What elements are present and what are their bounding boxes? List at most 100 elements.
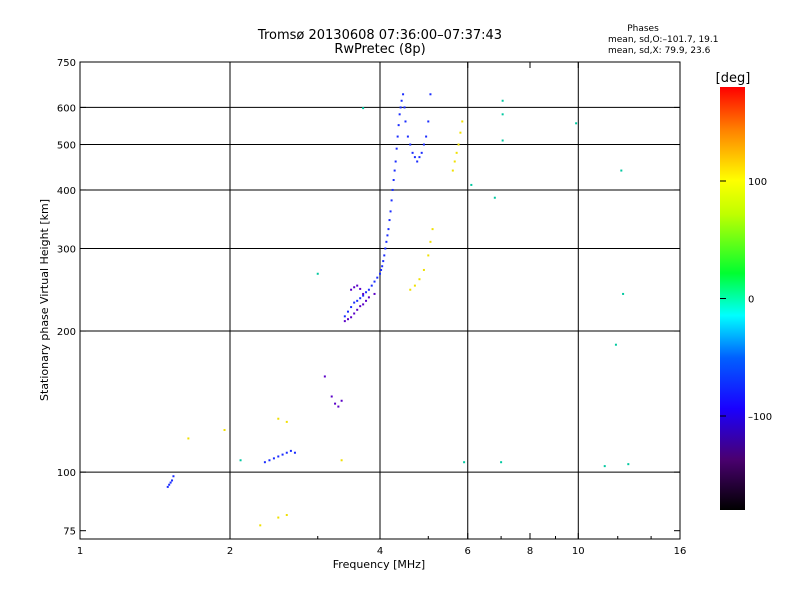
data-point — [268, 459, 271, 462]
data-point — [359, 305, 362, 308]
data-point — [337, 405, 340, 408]
data-point — [350, 306, 353, 309]
x-tick-label: 1 — [77, 546, 83, 557]
data-point — [399, 106, 402, 109]
data-point — [166, 485, 169, 488]
data-point — [353, 286, 356, 289]
data-point — [397, 124, 400, 127]
data-point — [330, 395, 333, 398]
x-tick-label: 10 — [572, 546, 585, 557]
data-point — [382, 260, 385, 263]
data-point — [353, 312, 356, 315]
data-point — [362, 303, 365, 306]
data-point — [461, 120, 464, 123]
data-point — [340, 459, 343, 462]
colorbar-tick-label: 100 — [748, 177, 767, 188]
data-point — [431, 228, 434, 231]
data-point — [388, 219, 391, 222]
data-point — [416, 160, 419, 163]
data-point — [418, 278, 421, 281]
data-point — [316, 272, 319, 275]
data-point — [413, 284, 416, 287]
data-point — [359, 287, 362, 290]
axis-ticks: 1 2 4 6 8 10 16 75 100 200 300 400 500 600 750 — [57, 58, 686, 557]
data-point — [501, 139, 504, 142]
data-point — [411, 151, 414, 154]
y-tick-label: 200 — [57, 327, 76, 338]
y-tick-label: 500 — [57, 141, 76, 152]
data-point — [429, 240, 432, 243]
data-point — [614, 343, 617, 346]
data-point — [285, 514, 288, 517]
data-point — [451, 169, 454, 172]
phases-o-stats: mean, sd,O:–101.7, 19.1 — [608, 35, 719, 45]
data-point — [391, 188, 394, 191]
data-point — [394, 160, 397, 163]
data-point — [168, 483, 171, 486]
data-point — [362, 292, 365, 295]
data-point — [263, 461, 266, 464]
data-point — [323, 375, 326, 378]
data-point — [187, 437, 190, 440]
data-point — [501, 99, 504, 102]
data-point — [390, 199, 393, 202]
data-points — [166, 93, 630, 527]
data-point — [277, 417, 280, 420]
data-point — [343, 320, 346, 323]
data-point — [427, 120, 430, 123]
data-point — [455, 151, 458, 154]
colorbar-title: [deg] — [716, 71, 751, 86]
data-point — [404, 120, 407, 123]
data-point — [603, 465, 606, 468]
data-point — [409, 288, 412, 291]
chart-title-line1: Tromsø 20130608 07:36:00–07:37:43 — [257, 28, 502, 43]
y-tick-label: 75 — [63, 527, 76, 538]
data-point — [413, 156, 416, 159]
data-point — [359, 297, 362, 300]
y-tick-label: 600 — [57, 103, 76, 114]
data-point — [493, 196, 496, 199]
data-point — [367, 296, 370, 299]
data-point — [395, 147, 398, 150]
data-point — [169, 481, 172, 484]
data-point — [350, 288, 353, 291]
data-point — [380, 268, 383, 271]
data-point — [453, 160, 456, 163]
data-point — [575, 122, 578, 125]
data-point — [340, 399, 343, 402]
data-point — [500, 461, 503, 464]
data-point — [386, 234, 389, 237]
data-point — [171, 479, 174, 482]
data-point — [367, 288, 370, 291]
x-tick-label: 16 — [674, 546, 687, 557]
data-point — [389, 210, 392, 213]
data-point — [277, 516, 280, 519]
data-point — [403, 106, 406, 109]
data-point — [362, 294, 365, 297]
data-point — [383, 254, 386, 257]
data-point — [387, 228, 390, 231]
data-point — [409, 143, 412, 146]
data-point — [376, 276, 379, 279]
data-point — [362, 107, 365, 110]
data-point — [356, 299, 359, 302]
x-tick-label: 6 — [465, 546, 471, 557]
data-point — [353, 301, 356, 304]
data-point — [381, 265, 384, 268]
data-point — [422, 268, 425, 271]
data-point — [470, 183, 473, 186]
data-point — [627, 463, 630, 466]
data-point — [239, 459, 242, 462]
data-point — [285, 420, 288, 423]
data-point — [422, 143, 425, 146]
data-point — [365, 291, 368, 294]
data-point — [398, 113, 401, 116]
data-point — [429, 93, 432, 96]
data-point — [289, 449, 292, 452]
data-point — [425, 135, 428, 138]
x-tick-label: 4 — [377, 546, 383, 557]
grid-lines — [79, 62, 680, 539]
colorbar-ticks: 100 0 –100 — [720, 177, 772, 423]
data-point — [379, 272, 381, 275]
data-point — [418, 156, 421, 159]
